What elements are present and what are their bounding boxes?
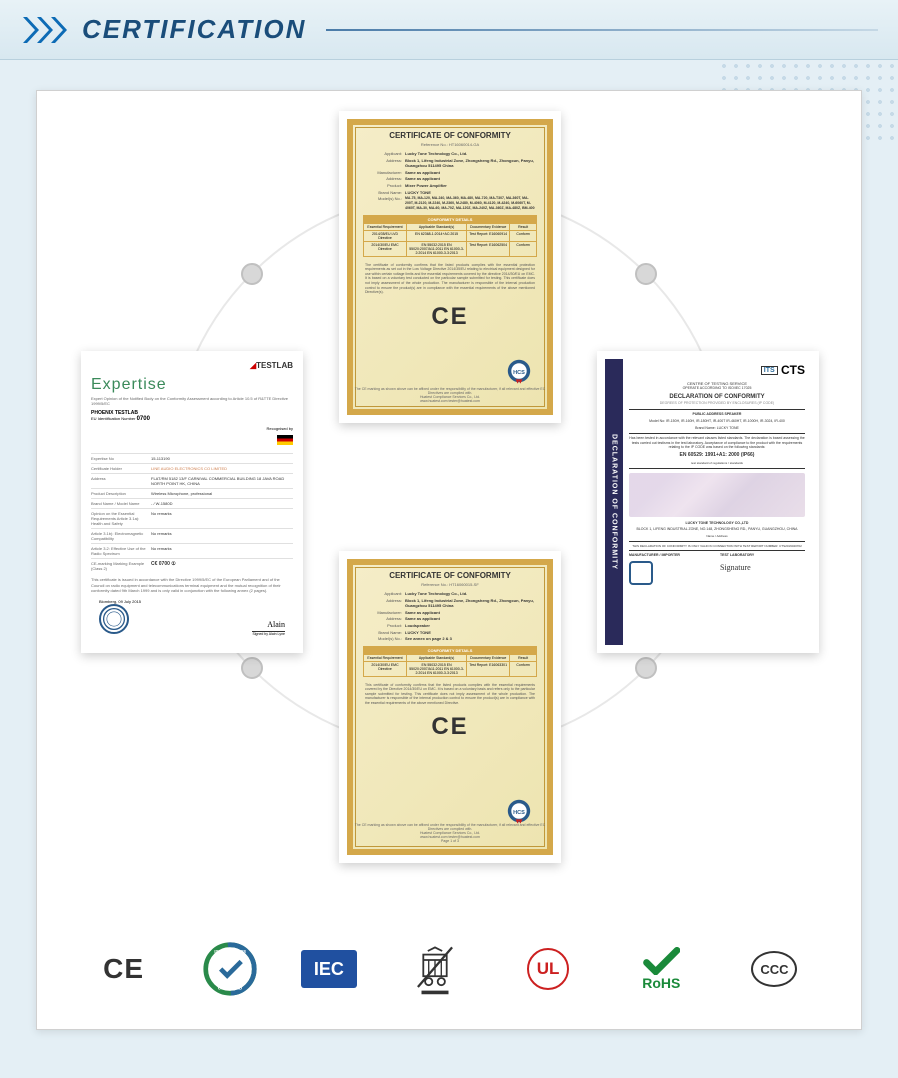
cert-footer-text: This certificate is issued in accordance… <box>91 577 293 593</box>
cert-rows: Expertise No15-113190 Certificate Holder… <box>91 453 293 573</box>
ce-badge-icon: CE <box>89 939 159 999</box>
cert-title: CERTIFICATE OF CONFORMITY <box>359 131 541 140</box>
certificate-left: ◢TESTLAB Expertise Expert Opinion of the… <box>81 351 303 653</box>
circle-node <box>241 657 263 679</box>
stamp-icon <box>99 604 129 634</box>
header-divider <box>326 29 878 31</box>
circle-node <box>635 657 657 679</box>
ul-badge-icon: UL <box>513 939 583 999</box>
svg-text:HCS: HCS <box>513 370 525 376</box>
models-text: Model No: IR-150H, IR-160H, IR-180HT, IR… <box>629 419 805 424</box>
certificate-bottom: CERTIFICATE OF CONFORMITY Reference No.:… <box>339 551 561 863</box>
cert-title: CERTIFICATE OF CONFORMITY <box>359 571 541 580</box>
iec-badge-icon: IEC <box>301 950 357 988</box>
cert-signature-area: Blomberg, 09 July 2015 Alain Signed by A… <box>91 599 293 636</box>
recognised-by: Recognised by <box>91 426 293 431</box>
product-header: PUBLIC ADDRESS SPEAKER <box>629 412 805 417</box>
cert-ref: Reference No.: HT16060015-SF <box>359 582 541 587</box>
svg-text:CERTIFIED: CERTIFIED <box>217 986 242 991</box>
seal-icon: HCS <box>505 797 533 825</box>
svg-text:ISO 9001:2008: ISO 9001:2008 <box>214 949 246 954</box>
flag-icon <box>91 435 293 447</box>
company-name: LUCKY TONE TECHNOLOGY CO.,LTD <box>629 521 805 526</box>
doc-title: DECLARATION OF CONFORMITY <box>629 394 805 400</box>
ce-mark: CE <box>359 303 541 331</box>
cert-body: The certificate of conformity confirms t… <box>359 261 541 297</box>
cert-fields: Applicant:Lucky Tone Technology Co., Ltd… <box>359 151 541 211</box>
seal-icon: HCS <box>505 357 533 385</box>
expertise-title: Expertise <box>91 376 293 394</box>
statement-text: Has been tested in accordance with the r… <box>629 436 805 451</box>
badges-row: CE ISO 9001:2008 CERTIFIED IEC <box>37 939 861 999</box>
standard-text: EN 60529: 1991+A1: 2000 (IP66) <box>629 452 805 459</box>
id-number: EU Identification Number 0700 <box>91 416 293 422</box>
iso-badge-icon: ISO 9001:2008 CERTIFIED <box>202 941 258 997</box>
ccc-badge-icon: CCC <box>739 939 809 999</box>
conformity-table: CONFORMITY DETAILS Essential Requirement… <box>363 215 537 257</box>
cert-center-header: CENTRE OF TESTING SERVICE OPERATE ACCORD… <box>629 381 805 390</box>
arrow-chevrons-icon <box>20 15 62 45</box>
company-addr: BLOCK 1, LIFENG INDUSTRIAL ZONE, NO.148,… <box>629 527 805 532</box>
brand-text: Brand Name: LUCKY TONE <box>629 426 805 431</box>
doc-banner: DECLARATION OF CONFORMITY <box>605 359 623 645</box>
cert-ref: Reference No.: HT16060014-GA <box>359 142 541 147</box>
svg-text:HCS: HCS <box>513 810 525 816</box>
cert-subtitle: Expert Opinion of the Notified Body on t… <box>91 396 293 406</box>
circle-node <box>635 263 657 285</box>
cert-fields: Applicant:Lucky Tone Technology Co., Ltd… <box>359 591 541 642</box>
seal-icon <box>629 561 653 585</box>
cert-body: This certificate of conformity confirms … <box>359 681 541 708</box>
rohs-badge-icon: RoHS <box>626 939 696 999</box>
std-sub: test standard of regulations / standards <box>629 461 805 465</box>
signature-columns: MANUFACTURER / IMPORTER TEST LABORATORY … <box>629 553 805 585</box>
ce-mark: CE <box>359 713 541 741</box>
header-bar: CERTIFICATION <box>0 0 898 60</box>
cert-footer: The CE marking as shown above can be aff… <box>353 387 547 403</box>
company-sub: Name / Address <box>629 534 805 538</box>
circle-node <box>241 263 263 285</box>
header-title: CERTIFICATION <box>82 14 306 45</box>
certificate-top: CERTIFICATE OF CONFORMITY Reference No.:… <box>339 111 561 423</box>
main-panel: CERTIFICATE OF CONFORMITY Reference No.:… <box>36 90 862 1030</box>
notice-text: THIS DECLARATION OF CONFORMITY IS ONLY V… <box>629 544 805 548</box>
testlab-logo: ◢TESTLAB <box>91 361 293 370</box>
cert-footer: The CE marking as shown above can be aff… <box>353 823 547 843</box>
world-map-icon <box>629 473 805 517</box>
cts-logo: ITS CTS <box>629 363 805 377</box>
doc-subtitle: DEGREES OF PROTECTION PROVIDED BY ENCLOS… <box>629 401 805 405</box>
certificate-right: DECLARATION OF CONFORMITY ITS CTS CENTRE… <box>597 351 819 653</box>
conformity-table: CONFORMITY DETAILS Essential Requirement… <box>363 646 537 677</box>
weee-badge-icon <box>400 939 470 999</box>
